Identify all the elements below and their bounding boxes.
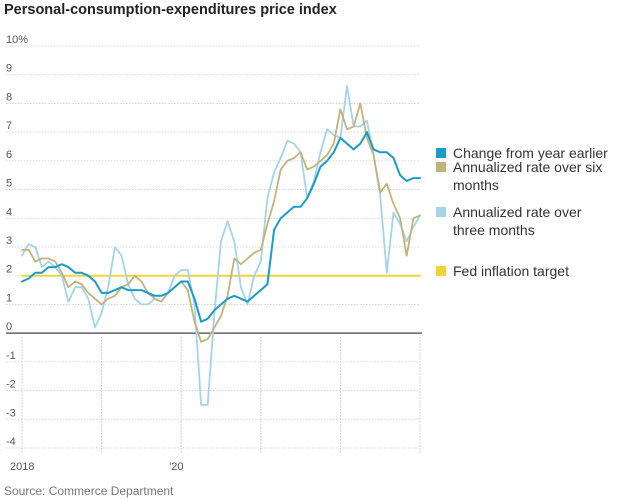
legend-label: Fed inflation target [453, 263, 569, 279]
y-tick-label: 3 [6, 235, 12, 247]
legend-label: Change from year earlier [453, 145, 608, 161]
y-tick-label: -1 [6, 350, 16, 362]
series-line-1 [21, 131, 421, 323]
y-tick-label: -2 [6, 379, 16, 391]
x-tick-label: '20 [169, 461, 183, 473]
legend-label: three months [453, 222, 535, 238]
y-tick-label: 2 [6, 264, 12, 276]
y-tick-label: 8 [6, 91, 12, 103]
y-tick-label: 7 [6, 120, 12, 132]
legend-swatch [436, 207, 446, 217]
legend-label: Annualized rate over six [453, 159, 602, 175]
legend-swatch [436, 148, 446, 158]
legend-swatch [436, 162, 446, 172]
x-tick-label: 2018 [10, 461, 34, 473]
x-axis: 2018 '20 [10, 461, 184, 473]
legend-label: months [453, 177, 499, 193]
y-tick-label: 5 [6, 178, 12, 190]
y-tick-label: 1 [6, 292, 12, 304]
series-line-2 [21, 102, 421, 343]
y-tick-label: 4 [6, 206, 12, 218]
series-line-3 [21, 85, 421, 406]
legend-label: Annualized rate over [453, 204, 582, 220]
y-tick-label: 10% [6, 34, 28, 46]
y-axis: 10% 9 8 7 6 5 4 3 2 1 0 -1 -2 -3 -4 [6, 34, 28, 448]
y-tick-label: -3 [6, 407, 16, 419]
y-tick-label: 6 [6, 149, 12, 161]
y-tick-label: 0 [6, 321, 12, 333]
series-lines [21, 85, 421, 406]
legend-swatch [436, 266, 446, 276]
source-note: Source: Commerce Department [4, 484, 174, 498]
y-tick-label: -4 [6, 436, 16, 448]
chart-title: Personal-consumption-expenditures price … [4, 2, 337, 18]
y-tick-label: 9 [6, 63, 12, 75]
